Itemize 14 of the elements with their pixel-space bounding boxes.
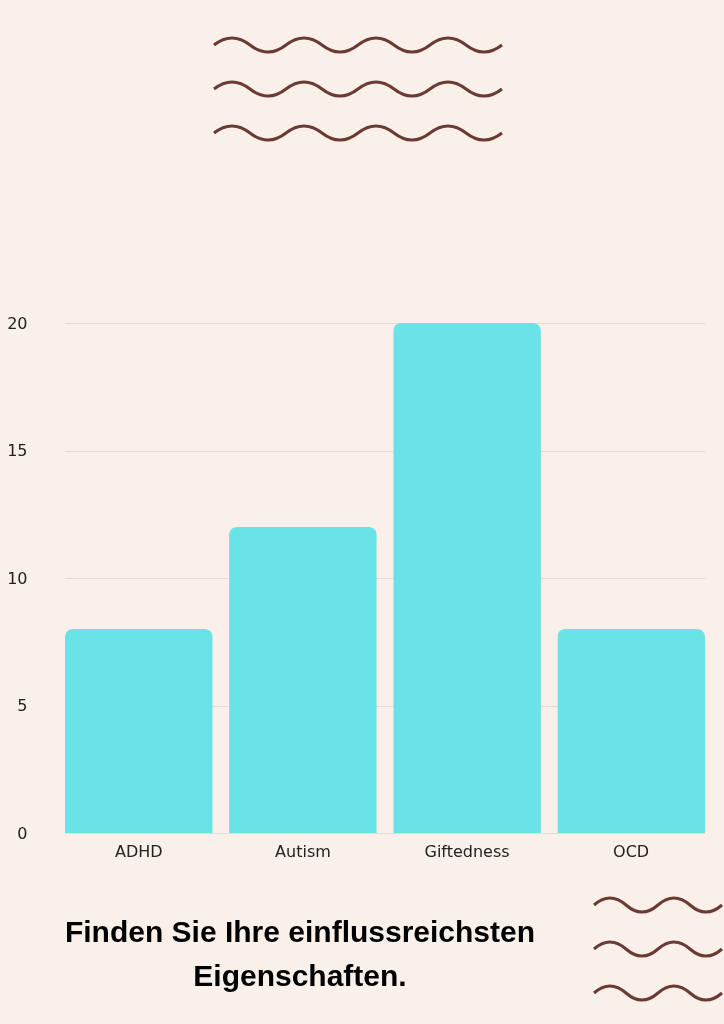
bar: [65, 629, 213, 833]
x-tick-label: Giftedness: [424, 841, 510, 861]
x-tick-label: ADHD: [115, 841, 163, 861]
y-tick-label: 20: [7, 313, 28, 333]
bar: [557, 629, 705, 833]
x-tick-label: Autism: [275, 841, 331, 861]
y-tick-label: 5: [17, 696, 28, 715]
bar: [229, 527, 377, 833]
y-tick-label: 0: [17, 823, 28, 843]
y-tick-label: 15: [7, 441, 28, 460]
y-tick-label: 10: [7, 568, 28, 588]
x-tick-label: OCD: [613, 841, 650, 861]
bar: [393, 323, 541, 833]
text: Finden Sie Ihre einflussreichsten Eigenschaften.: [63, 914, 537, 994]
